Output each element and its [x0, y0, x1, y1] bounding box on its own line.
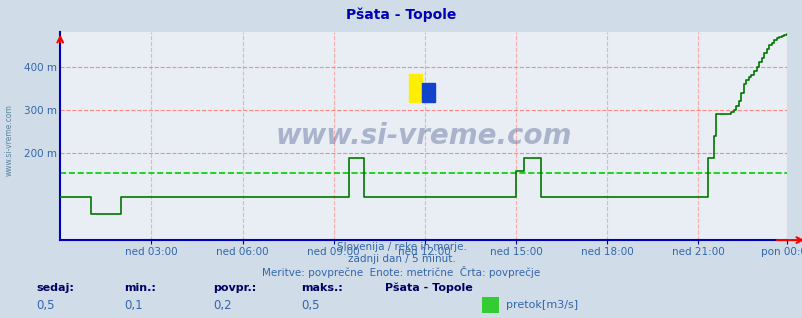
- Text: povpr.:: povpr.:: [213, 283, 256, 293]
- Text: www.si-vreme.com: www.si-vreme.com: [275, 122, 571, 150]
- Bar: [408, 74, 422, 101]
- Text: zadnji dan / 5 minut.: zadnji dan / 5 minut.: [347, 254, 455, 264]
- Text: Pšata - Topole: Pšata - Topole: [346, 8, 456, 23]
- Bar: [422, 83, 435, 101]
- Text: 0,5: 0,5: [301, 299, 319, 312]
- Text: www.si-vreme.com: www.si-vreme.com: [5, 104, 14, 176]
- Text: pretok[m3/s]: pretok[m3/s]: [505, 300, 577, 310]
- Text: Slovenija / reke in morje.: Slovenija / reke in morje.: [336, 242, 466, 252]
- Text: Pšata - Topole: Pšata - Topole: [385, 282, 472, 293]
- Text: min.:: min.:: [124, 283, 156, 293]
- Text: maks.:: maks.:: [301, 283, 342, 293]
- Text: 0,1: 0,1: [124, 299, 143, 312]
- Text: sedaj:: sedaj:: [36, 283, 74, 293]
- Text: 0,2: 0,2: [213, 299, 231, 312]
- Text: 0,5: 0,5: [36, 299, 55, 312]
- Text: Meritve: povprečne  Enote: metrične  Črta: povprečje: Meritve: povprečne Enote: metrične Črta:…: [262, 266, 540, 279]
